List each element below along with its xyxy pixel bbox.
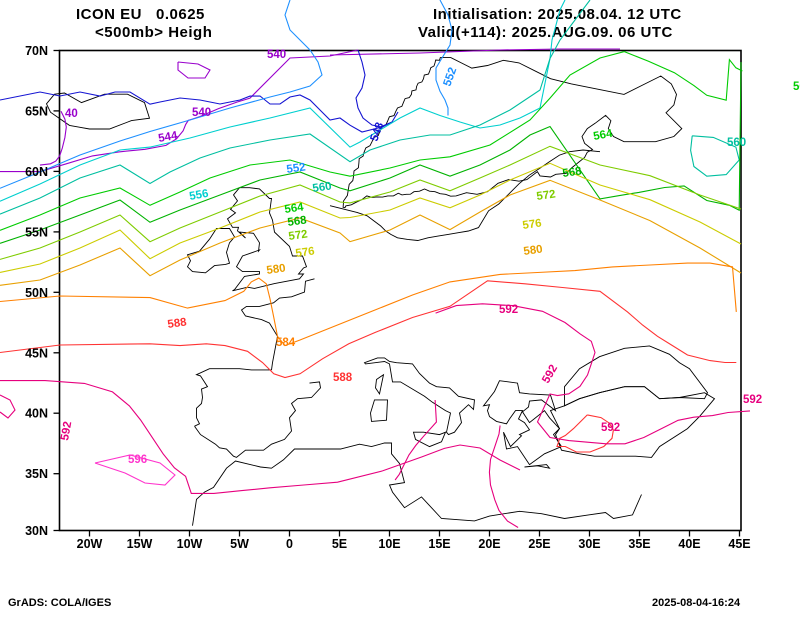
svg-text:592: 592 bbox=[743, 394, 762, 406]
svg-text:70N: 70N bbox=[25, 44, 48, 58]
svg-text:40: 40 bbox=[65, 108, 78, 120]
svg-text:540: 540 bbox=[267, 49, 286, 61]
svg-text:564: 564 bbox=[284, 201, 305, 216]
svg-text:560: 560 bbox=[312, 180, 333, 195]
svg-text:40N: 40N bbox=[25, 407, 48, 421]
svg-text:568: 568 bbox=[287, 214, 308, 229]
svg-text:20W: 20W bbox=[77, 537, 103, 551]
svg-text:5E: 5E bbox=[332, 537, 347, 551]
svg-text:596: 596 bbox=[128, 454, 147, 466]
svg-text:560: 560 bbox=[727, 137, 746, 149]
svg-text:564: 564 bbox=[592, 128, 614, 143]
svg-text:35N: 35N bbox=[25, 467, 48, 481]
svg-text:45N: 45N bbox=[25, 346, 48, 360]
svg-text:45E: 45E bbox=[728, 537, 750, 551]
svg-text:544: 544 bbox=[157, 130, 179, 145]
svg-text:55N: 55N bbox=[25, 225, 48, 239]
svg-text:572: 572 bbox=[288, 228, 309, 243]
svg-text:35E: 35E bbox=[628, 537, 650, 551]
svg-text:584: 584 bbox=[276, 337, 296, 349]
svg-text:30E: 30E bbox=[578, 537, 600, 551]
svg-text:60N: 60N bbox=[25, 165, 48, 179]
svg-text:576: 576 bbox=[522, 217, 543, 232]
svg-text:30N: 30N bbox=[25, 524, 48, 538]
svg-text:580: 580 bbox=[523, 243, 544, 258]
svg-text:25E: 25E bbox=[528, 537, 550, 551]
svg-text:592: 592 bbox=[540, 363, 560, 386]
svg-text:588: 588 bbox=[167, 316, 188, 331]
svg-text:592: 592 bbox=[499, 304, 518, 316]
svg-text:592: 592 bbox=[59, 421, 74, 442]
svg-text:15E: 15E bbox=[428, 537, 450, 551]
svg-text:10W: 10W bbox=[177, 537, 203, 551]
svg-text:10E: 10E bbox=[378, 537, 400, 551]
svg-text:568: 568 bbox=[562, 165, 583, 180]
svg-text:40E: 40E bbox=[678, 537, 700, 551]
svg-text:15W: 15W bbox=[127, 537, 153, 551]
svg-text:5W: 5W bbox=[230, 537, 249, 551]
svg-text:592: 592 bbox=[601, 422, 620, 434]
svg-text:576: 576 bbox=[295, 245, 316, 260]
svg-text:580: 580 bbox=[266, 262, 287, 277]
svg-text:552: 552 bbox=[442, 66, 460, 88]
svg-text:50N: 50N bbox=[25, 286, 48, 300]
svg-text:588: 588 bbox=[333, 372, 353, 384]
svg-text:20E: 20E bbox=[478, 537, 500, 551]
svg-text:540: 540 bbox=[192, 107, 211, 119]
svg-text:65N: 65N bbox=[25, 104, 48, 118]
svg-text:0: 0 bbox=[286, 537, 293, 551]
svg-text:572: 572 bbox=[536, 188, 557, 203]
svg-text:568: 568 bbox=[793, 81, 800, 93]
